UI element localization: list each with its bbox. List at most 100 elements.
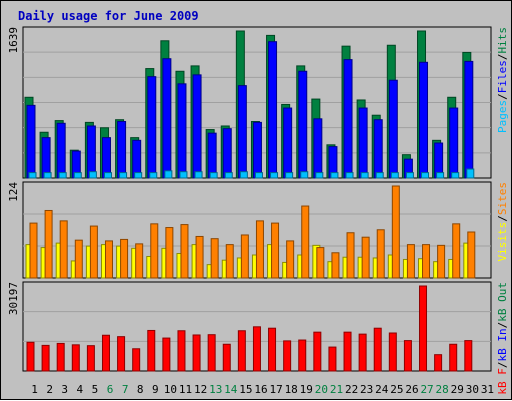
sites-bar <box>286 240 295 279</box>
pages-bar <box>164 170 173 179</box>
files-bar <box>237 85 247 179</box>
kbf-bar <box>252 326 261 372</box>
files-bar <box>283 107 293 179</box>
x-tick-label: 17 <box>269 383 282 396</box>
sites-bar <box>165 227 174 279</box>
x-tick-label: 15 <box>239 383 252 396</box>
x-tick-label: 11 <box>179 383 192 396</box>
kbf-bar <box>419 285 428 372</box>
files-bar <box>268 41 278 179</box>
x-tick-label: 4 <box>77 383 84 396</box>
x-tick-label: 26 <box>405 383 418 396</box>
kbf-bar <box>403 340 412 372</box>
pages-bar <box>194 171 203 179</box>
pages-bar <box>149 172 158 179</box>
legend-item: Visits <box>496 222 509 262</box>
legend-separator: / <box>496 93 509 100</box>
y-max-label: 124 <box>7 182 20 202</box>
pages-bar <box>330 172 339 179</box>
sites-bar <box>225 244 234 279</box>
x-tick-label: 20 <box>315 383 328 396</box>
kbf-bar <box>434 354 443 372</box>
pages-bar <box>405 172 414 179</box>
x-tick-label: 22 <box>345 383 358 396</box>
pages-bar <box>134 172 143 179</box>
sites-bar <box>406 244 415 279</box>
files-bar <box>177 83 187 179</box>
kbf-bar <box>313 331 322 372</box>
x-tick-label: 19 <box>300 383 313 396</box>
legend-separator: / <box>496 54 509 61</box>
sites-bar <box>255 220 264 279</box>
pages-bar <box>28 172 37 179</box>
sites-bar <box>240 234 249 279</box>
sites-bar <box>301 205 310 279</box>
legend-separator: / <box>496 322 509 329</box>
files-bar <box>222 128 232 179</box>
pages-bar <box>451 172 460 179</box>
files-bar <box>252 121 262 179</box>
sites-bar <box>44 209 53 279</box>
kbf-bar <box>449 343 458 372</box>
kbf-bar <box>162 337 171 372</box>
kbf-bar <box>101 334 110 372</box>
files-bar <box>162 58 172 179</box>
x-tick-label: 18 <box>285 383 298 396</box>
files-bar <box>343 59 353 179</box>
kbf-bar <box>373 327 382 372</box>
kbf-bar <box>147 329 156 372</box>
pages-bar <box>103 172 112 179</box>
kbf-bar <box>464 340 473 372</box>
pages-bar <box>436 172 445 179</box>
pages-bar <box>254 172 263 179</box>
kbf-bar <box>177 330 186 372</box>
pages-bar <box>421 172 430 179</box>
x-tick-label: 27 <box>420 383 433 396</box>
kbf-bar <box>343 331 352 372</box>
files-bar <box>313 118 323 179</box>
x-tick-label: 8 <box>137 383 144 396</box>
kbf-bar <box>268 327 277 372</box>
pages-bar <box>209 172 218 179</box>
x-tick-label: 16 <box>254 383 267 396</box>
sites-bar <box>195 235 204 279</box>
files-bar <box>449 107 459 179</box>
sites-bar <box>376 229 385 279</box>
files-bar <box>358 107 368 179</box>
pages-bar <box>58 172 67 179</box>
x-tick-label: 14 <box>224 383 238 396</box>
pages-bar <box>360 172 369 179</box>
pages-bar <box>345 172 354 179</box>
legend-item: Sites <box>496 182 509 215</box>
kbf-bar <box>117 336 126 372</box>
files-bar <box>419 61 429 179</box>
x-tick-label: 31 <box>481 383 494 396</box>
x-tick-label: 5 <box>92 383 99 396</box>
sites-bar <box>316 247 325 279</box>
pages-bar <box>285 172 294 179</box>
kbf-bar <box>328 346 337 372</box>
legend-item: kB In <box>496 328 509 361</box>
sites-bar <box>210 238 219 279</box>
kbf-bar <box>222 343 231 372</box>
kbf-bar <box>358 333 367 372</box>
sites-bar <box>467 231 476 279</box>
panel-1-legend: Pages/Files/Hits <box>496 27 509 133</box>
kbf-bar <box>132 348 141 372</box>
sites-bar <box>150 223 159 279</box>
sites-bar <box>452 223 461 279</box>
legend-separator: / <box>496 215 509 222</box>
chart-title: Daily usage for June 2009 <box>18 9 199 23</box>
x-tick-label: 9 <box>152 383 159 396</box>
files-bar <box>86 125 96 179</box>
sites-bar <box>120 238 129 279</box>
pages-bar <box>270 172 279 179</box>
y-max-label: 1639 <box>7 27 20 54</box>
x-tick-label: 30 <box>466 383 479 396</box>
sites-bar <box>135 243 144 279</box>
legend-item: kB F <box>496 368 509 395</box>
sites-bar <box>437 244 446 279</box>
pages-bar <box>43 172 52 179</box>
panel-2-legend: Visits/Sites <box>496 182 509 262</box>
